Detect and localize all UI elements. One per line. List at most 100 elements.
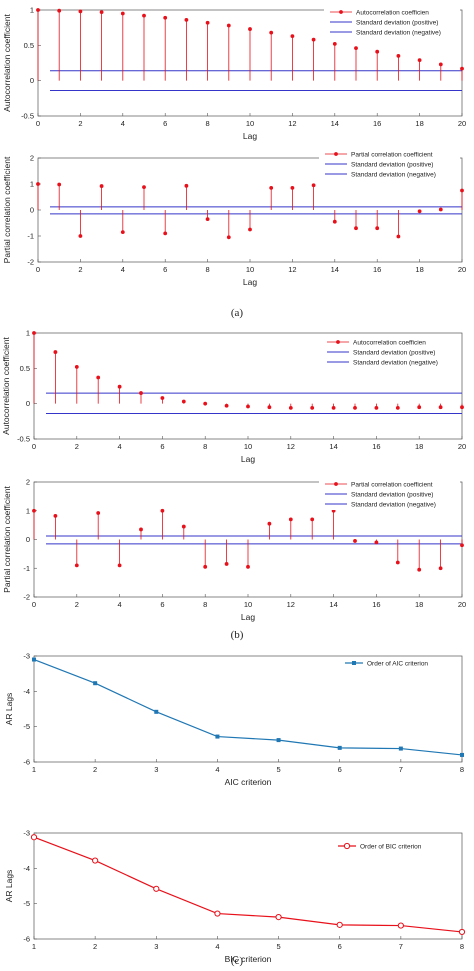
- stem-point: [375, 49, 380, 54]
- plot-frame: [33, 655, 463, 763]
- x-tick-label: 14: [331, 119, 339, 128]
- chart-5: 1 2 3 4 5 6 7 8 -6 -5 -4 -3 AIC criterion AR Lags Orde…: [4, 652, 464, 788]
- x-axis-label: BIC criterion: [225, 954, 272, 964]
- stem-point: [353, 539, 357, 543]
- y-axis-label: Autocorrelation coefficient: [1, 337, 11, 435]
- x-tick-label: 14: [329, 442, 337, 451]
- data-point: [214, 910, 221, 917]
- stem-point: [205, 20, 210, 25]
- stem-point: [246, 404, 250, 409]
- y-tick-label: 0: [26, 399, 30, 408]
- stem-point: [139, 527, 143, 532]
- legend-label: Partial correlation coefficient: [351, 152, 433, 159]
- x-tick-label: 20: [458, 119, 466, 128]
- stem-point: [395, 560, 400, 565]
- stem-point: [78, 9, 83, 14]
- y-tick-label: -1: [23, 564, 30, 573]
- stem-point: [160, 508, 165, 513]
- x-tick-label: 2: [78, 119, 82, 128]
- plot-frame: [33, 832, 463, 940]
- stem-point: [99, 184, 104, 188]
- x-tick-label: 18: [415, 442, 423, 451]
- stem-point: [290, 34, 295, 39]
- x-tick-label: 6: [163, 119, 167, 128]
- stem-point: [160, 396, 165, 400]
- stem-point: [417, 567, 422, 572]
- legend-marker: [352, 661, 356, 665]
- x-axis-label: AIC criterion: [225, 777, 272, 787]
- stem-point: [438, 62, 443, 67]
- caption-a: (a): [231, 307, 244, 319]
- y-axis-label: AR Lags: [4, 870, 14, 903]
- caption-b: (b): [231, 629, 244, 641]
- data-point: [92, 857, 99, 864]
- x-tick-label: 0: [36, 119, 40, 128]
- legend-label: Standard deviation (positive): [351, 162, 433, 169]
- x-tick-label: 0: [36, 265, 40, 274]
- y-tick-label: -2: [23, 593, 30, 602]
- y-tick-label: 0: [30, 206, 34, 215]
- x-tick-label: 2: [75, 600, 79, 609]
- stem-point: [375, 226, 380, 231]
- x-tick-label: 12: [287, 442, 295, 451]
- stem-point: [57, 182, 62, 187]
- stem-point: [288, 406, 293, 410]
- x-tick-label: 8: [206, 265, 210, 274]
- stem-point: [288, 517, 293, 522]
- x-tick-label: 6: [160, 442, 164, 451]
- legend-marker: [343, 842, 351, 850]
- stem-point: [181, 524, 186, 529]
- x-tick-label: 7: [399, 942, 403, 951]
- data-point: [398, 746, 403, 751]
- stem-point: [120, 230, 125, 235]
- series-line: [33, 836, 463, 933]
- x-tick-label: 18: [415, 265, 423, 274]
- stem-point: [74, 563, 79, 568]
- x-tick-label: 2: [75, 442, 79, 451]
- y-tick-label: 0: [26, 535, 30, 544]
- y-tick-label: 0: [30, 76, 34, 85]
- legend-label: Order of BIC criterion: [360, 844, 422, 851]
- stem-point: [396, 54, 401, 58]
- data-point: [458, 928, 466, 936]
- stem-point: [78, 234, 83, 238]
- legend-label: Standard deviation (negative): [356, 30, 441, 37]
- x-axis-label: Lag: [243, 277, 257, 287]
- x-tick-label: 12: [288, 265, 296, 274]
- data-point: [336, 921, 343, 928]
- stem-point: [226, 235, 231, 240]
- y-tick-label: -3: [23, 829, 30, 838]
- x-tick-label: 10: [246, 119, 254, 128]
- x-tick-label: 8: [460, 942, 464, 951]
- stem-point: [203, 564, 208, 569]
- stem-point: [184, 17, 189, 22]
- stem-point: [311, 183, 316, 188]
- chart-1: 0 2 4 6 8 10 12 14 16 18 20-0.500.51LagAutocorrela…: [2, 6, 466, 142]
- y-tick-label: -4: [23, 687, 30, 696]
- stem-point: [205, 217, 210, 222]
- legend-label: Standard deviation (negative): [351, 502, 436, 509]
- legend-marker: [334, 152, 338, 156]
- stem-point: [120, 11, 125, 16]
- x-tick-label: 3: [154, 765, 158, 774]
- x-tick-label: 16: [373, 265, 381, 274]
- stem-point: [438, 405, 443, 410]
- x-tick-label: 6: [160, 600, 164, 609]
- data-point: [32, 657, 36, 662]
- y-tick-label: -4: [23, 864, 30, 873]
- y-tick-label: -5: [23, 899, 30, 908]
- stem-point: [374, 540, 379, 545]
- stem-point: [374, 406, 379, 410]
- series-line: [33, 658, 463, 756]
- y-tick-label: 0.5: [20, 364, 30, 373]
- data-point: [337, 745, 342, 750]
- legend-label: Autocorrelation coefficien: [356, 10, 429, 17]
- stem-point: [269, 186, 274, 190]
- y-tick-label: 1: [26, 329, 30, 338]
- y-tick-label: 0.5: [24, 41, 34, 50]
- stem-point: [310, 406, 315, 410]
- legend-marker: [334, 482, 338, 486]
- stem-point: [248, 227, 252, 232]
